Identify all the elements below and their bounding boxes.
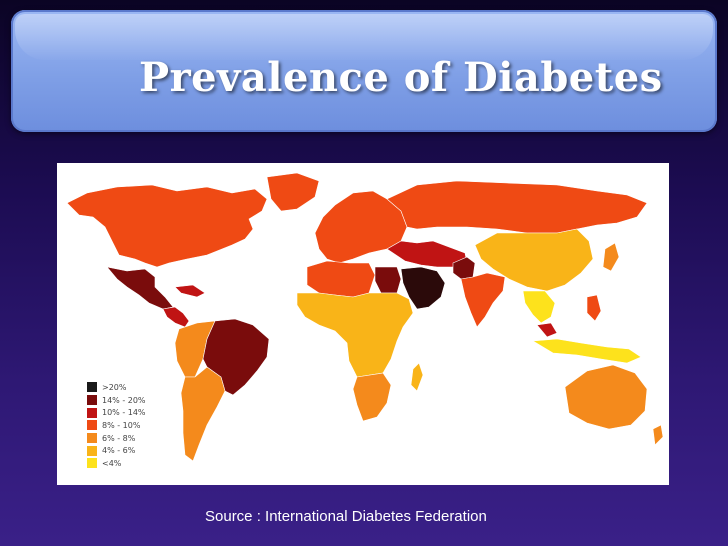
region-south-america-west [174,320,216,378]
legend-label: 14% - 20% [102,395,146,405]
legend: >20% 14% - 20% 10% - 14% 8% - 10% 6% - 8… [87,381,167,470]
legend-swatch [87,420,97,431]
legend-label: 8% - 10% [102,420,141,430]
legend-item: 10% - 14% [87,406,167,419]
region-russia [386,180,648,234]
slide-title: Prevalence of Diabetes [139,54,663,101]
legend-label: 10% - 14% [102,408,146,418]
legend-swatch [87,445,97,456]
title-bar-shine [15,14,713,60]
region-north-america [66,184,268,268]
region-china [474,228,594,292]
region-greenland [266,172,320,212]
legend-item: >20% [87,381,167,394]
legend-item: 6% - 8% [87,432,167,445]
legend-swatch [87,395,97,406]
region-new-zealand [652,424,664,446]
region-egypt [374,266,402,294]
source-caption: Source : International Diabetes Federati… [205,508,487,525]
region-indonesia [532,338,642,364]
region-australia [564,364,648,430]
legend-label: >20% [102,382,127,392]
title-bar: Prevalence of Diabetes [11,10,717,132]
region-north-africa [306,260,376,298]
region-malaysia [536,322,558,338]
legend-swatch [87,382,97,393]
region-argentina-chile [180,366,226,462]
legend-item: 14% - 20% [87,394,167,407]
region-central-america [162,306,190,328]
world-map [66,172,664,462]
region-madagascar [410,362,424,392]
legend-label: 4% - 6% [102,446,136,456]
region-japan [602,242,620,272]
legend-item: 8% - 10% [87,419,167,432]
region-india [460,272,506,328]
region-europe [314,190,408,264]
region-sub-saharan-africa [296,292,414,378]
legend-label: 6% - 8% [102,433,136,443]
legend-swatch [87,407,97,418]
region-caribbean [174,284,206,298]
region-southern-africa [352,372,392,422]
legend-swatch [87,433,97,444]
legend-item: 4% - 6% [87,444,167,457]
legend-swatch [87,458,97,469]
region-southeast-asia [522,290,556,324]
map-frame: >20% 14% - 20% 10% - 14% 8% - 10% 6% - 8… [57,163,669,485]
legend-item: <4% [87,457,167,470]
region-arabia [400,266,446,310]
legend-label: <4% [102,458,122,468]
region-mexico [106,266,174,310]
region-philippines [586,294,602,322]
